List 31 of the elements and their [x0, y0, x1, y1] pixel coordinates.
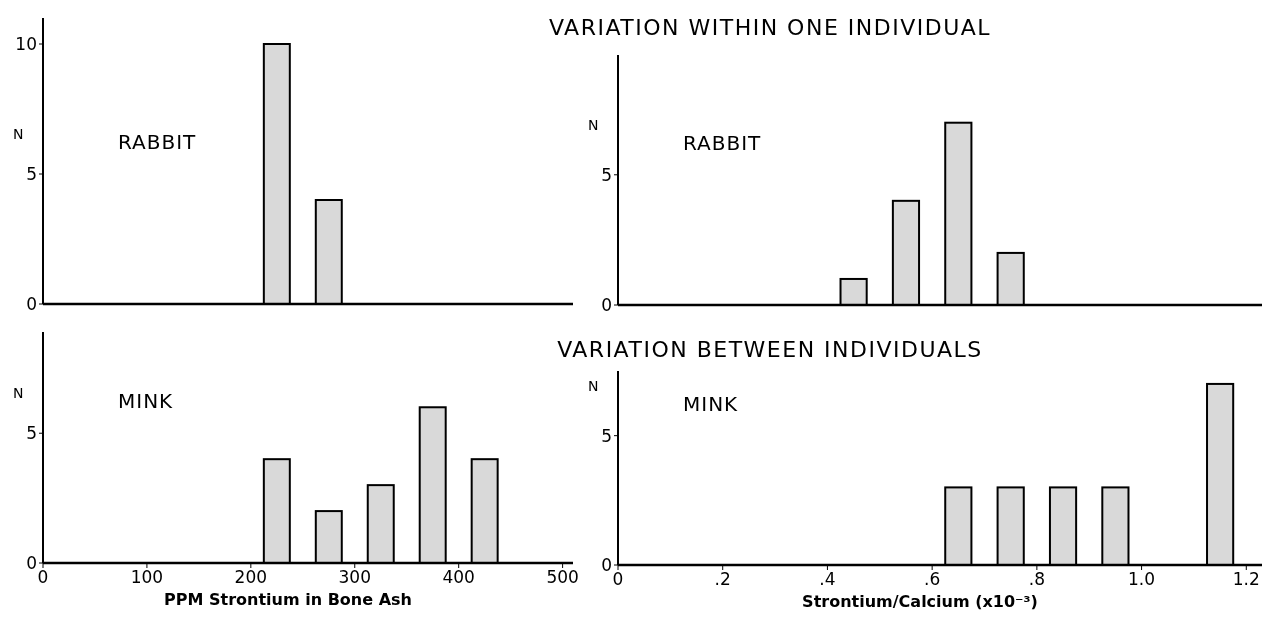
x-tick-label: 200	[234, 567, 268, 587]
x-tick-label: 500	[546, 567, 579, 587]
y-tick-label: 5	[601, 164, 612, 185]
x-tick-label: 300	[338, 567, 371, 587]
x-tick-label: 1.0	[1128, 569, 1156, 589]
y-tick-label: 0	[601, 294, 612, 315]
y-tick-label: 0	[26, 293, 37, 314]
x-tick-label: .8	[1028, 569, 1045, 589]
text: VARIATION WITHIN ONE INDIVIDUAL	[548, 15, 992, 40]
x-tick-label: .2	[714, 569, 731, 589]
text: VARIATION BETWEEN INDIVIDUALS	[557, 337, 983, 362]
x-axis-title: Strontium/Calcium (x10⁻³)	[802, 592, 1038, 611]
x-tick-label: 400	[442, 567, 475, 587]
x-tick-label: 1.2	[1232, 569, 1260, 589]
y-tick-label: 5	[26, 423, 37, 444]
annotation: RABBIT	[683, 130, 762, 155]
annotation: RABBIT	[118, 130, 197, 154]
y-axis-title: N	[13, 126, 24, 142]
y-tick-label: 5	[601, 425, 612, 446]
y-axis-title: N	[588, 377, 599, 394]
x-tick-label: .6	[924, 569, 941, 589]
y-tick-label: 0	[26, 552, 37, 573]
y-axis-title: N	[13, 385, 24, 402]
annotation: MINK	[683, 391, 739, 416]
x-tick-label: 100	[130, 567, 164, 587]
y-tick-label: 10	[15, 33, 37, 54]
annotation: MINK	[118, 389, 174, 414]
y-axis-title: N	[588, 116, 599, 133]
y-tick-label: 5	[26, 163, 37, 184]
x-tick-label: .4	[819, 569, 836, 589]
x-axis-title: PPM Strontium in Bone Ash	[164, 590, 412, 609]
